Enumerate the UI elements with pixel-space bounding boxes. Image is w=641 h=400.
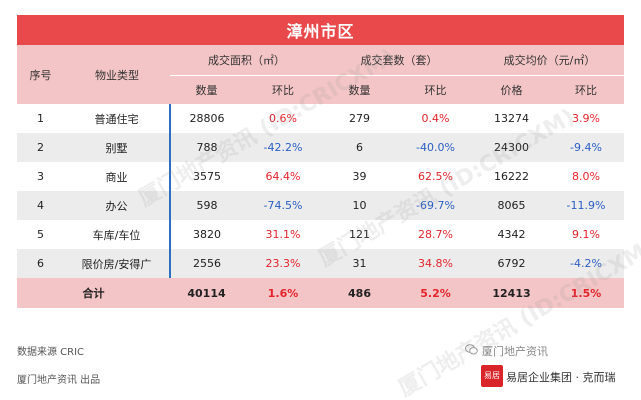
table-title: 漳州市区 — [17, 15, 624, 45]
header-units-qty: 数量 — [323, 75, 396, 104]
transaction-table: 序号 物业类型 成交面积（㎡） 成交套数（套） 成交均价（元/㎡） 数量 环比 … — [17, 45, 624, 308]
total-price-mom: 1.5% — [548, 278, 624, 308]
row-price-mom: -9.4% — [548, 133, 624, 162]
row-units: 279 — [323, 104, 396, 133]
table-row: 3 商业 3575 64.4% 39 62.5% 16222 8.0% — [17, 162, 624, 191]
row-price-mom: -11.9% — [548, 191, 624, 220]
header-price: 价格 — [475, 75, 548, 104]
table-row: 4 办公 598 -74.5% 10 -69.7% 8065 -11.9% — [17, 191, 624, 220]
header-area-group: 成交面积（㎡） — [170, 45, 323, 76]
data-source: 数据来源 CRIC — [17, 347, 85, 358]
table-row: 5 车库/车位 3820 31.1% 121 28.7% 4342 9.1% — [17, 220, 624, 249]
row-type: 限价房/安得广 — [64, 249, 171, 278]
total-area: 40114 — [170, 278, 243, 308]
company-seal: 易居 — [481, 365, 503, 387]
row-units-mom: -40.0% — [396, 133, 475, 162]
row-type: 办公 — [64, 191, 171, 220]
row-units-mom: 34.8% — [396, 249, 475, 278]
row-area-mom: 31.1% — [243, 220, 323, 249]
row-type: 车库/车位 — [64, 220, 171, 249]
row-area-mom: -74.5% — [243, 191, 323, 220]
row-area: 28806 — [170, 104, 243, 133]
row-units-mom: 62.5% — [396, 162, 475, 191]
row-type: 商业 — [64, 162, 171, 191]
row-price-mom: -4.2% — [548, 249, 624, 278]
row-price-mom: 8.0% — [548, 162, 624, 191]
row-area-mom: 0.6% — [243, 104, 323, 133]
row-area: 788 — [170, 133, 243, 162]
row-price-mom: 9.1% — [548, 220, 624, 249]
company-group: 易居企业集团 · 克而瑞 — [506, 371, 616, 384]
table-row: 1 普通住宅 28806 0.6% 279 0.4% 13274 3.9% — [17, 104, 624, 133]
header-units-group: 成交套数（套） — [323, 45, 475, 76]
row-units-mom: 0.4% — [396, 104, 475, 133]
row-units: 10 — [323, 191, 396, 220]
header-area-qty: 数量 — [170, 75, 243, 104]
row-type: 别墅 — [64, 133, 171, 162]
row-price: 13274 — [475, 104, 548, 133]
row-type: 普通住宅 — [64, 104, 171, 133]
total-label: 合计 — [17, 278, 170, 308]
header-price-group: 成交均价（元/㎡） — [475, 45, 624, 76]
row-area: 598 — [170, 191, 243, 220]
total-price: 12413 — [475, 278, 548, 308]
total-units: 486 — [323, 278, 396, 308]
table-row: 6 限价房/安得广 2556 23.3% 31 34.8% 6792 -4.2% — [17, 249, 624, 278]
row-seq: 4 — [17, 191, 64, 220]
header-seq: 序号 — [17, 45, 64, 104]
brand-name: 厦门地产资讯 — [482, 345, 548, 358]
row-units-mom: 28.7% — [396, 220, 475, 249]
row-area: 2556 — [170, 249, 243, 278]
row-price: 6792 — [475, 249, 548, 278]
row-seq: 5 — [17, 220, 64, 249]
header-type: 物业类型 — [64, 45, 170, 104]
table-body: 1 普通住宅 28806 0.6% 279 0.4% 13274 3.9% 2 别墅 788 -42.… — [17, 104, 624, 278]
header-price-mom: 环比 — [548, 75, 624, 104]
row-seq: 1 — [17, 104, 64, 133]
table-row: 2 别墅 788 -42.2% 6 -40.0% 24300 -9.4% — [17, 133, 624, 162]
row-units: 6 — [323, 133, 396, 162]
header-area-mom: 环比 — [243, 75, 323, 104]
row-seq: 3 — [17, 162, 64, 191]
row-area-mom: 23.3% — [243, 249, 323, 278]
producer-credit: 厦门地产资讯 出品 — [17, 375, 101, 386]
row-area: 3820 — [170, 220, 243, 249]
row-price-mom: 3.9% — [548, 104, 624, 133]
row-price: 16222 — [475, 162, 548, 191]
row-units: 31 — [323, 249, 396, 278]
row-seq: 2 — [17, 133, 64, 162]
wechat-icon — [465, 344, 478, 355]
row-area-mom: 64.4% — [243, 162, 323, 191]
row-price: 8065 — [475, 191, 548, 220]
row-units: 39 — [323, 162, 396, 191]
total-area-mom: 1.6% — [243, 278, 323, 308]
header-units-mom: 环比 — [396, 75, 475, 104]
row-area-mom: -42.2% — [243, 133, 323, 162]
row-price: 24300 — [475, 133, 548, 162]
row-price: 4342 — [475, 220, 548, 249]
total-units-mom: 5.2% — [396, 278, 475, 308]
row-area: 3575 — [170, 162, 243, 191]
row-seq: 6 — [17, 249, 64, 278]
total-row: 合计 40114 1.6% 486 5.2% 12413 1.5% — [17, 278, 624, 308]
row-units-mom: -69.7% — [396, 191, 475, 220]
row-units: 121 — [323, 220, 396, 249]
